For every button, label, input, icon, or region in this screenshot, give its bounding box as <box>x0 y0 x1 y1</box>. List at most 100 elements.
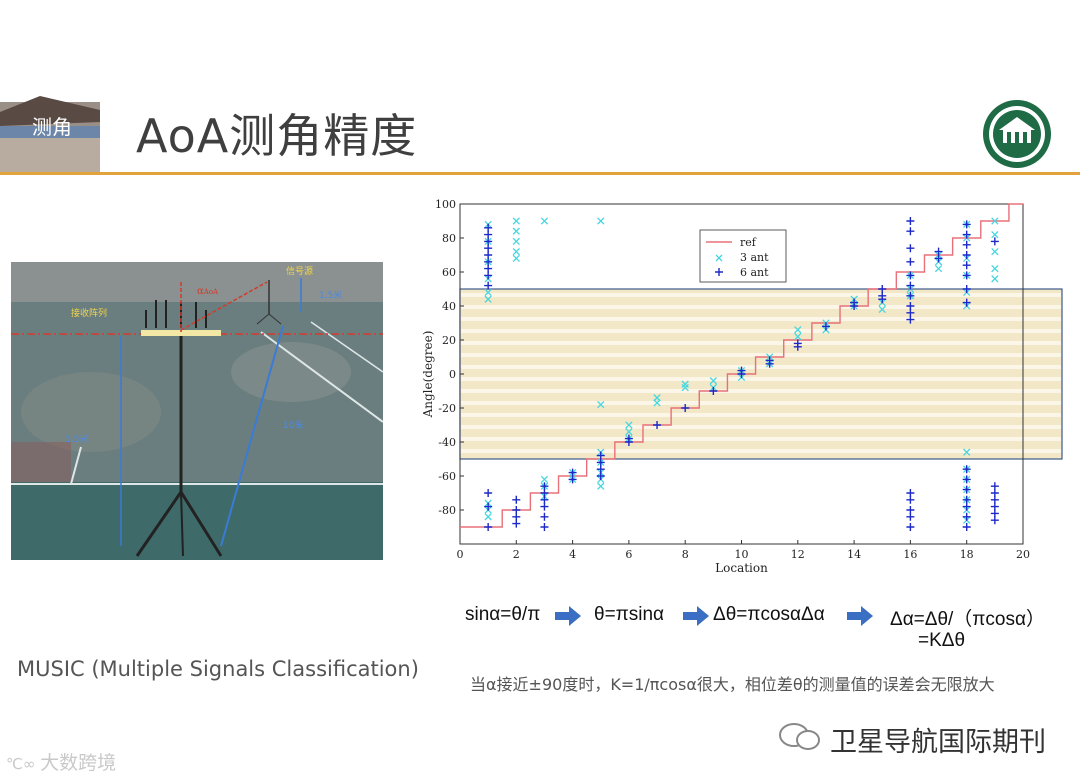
6ant-point <box>737 366 746 375</box>
6ant-point <box>906 302 915 310</box>
x-tick-label: 6 <box>625 548 632 561</box>
3ant-point <box>597 482 605 490</box>
6ant-point <box>990 509 999 518</box>
legend-box <box>699 229 787 283</box>
x-tick-label: 4 <box>569 548 576 561</box>
6ant-point <box>934 247 943 256</box>
6ant-point <box>906 495 915 504</box>
3ant-point <box>709 377 718 385</box>
y-tick-label: -40 <box>438 436 456 449</box>
6ant-point <box>540 512 549 521</box>
6ant-point <box>962 512 971 521</box>
3ant-point <box>540 217 549 225</box>
y-tick-label: 80 <box>442 232 456 245</box>
6ant-point <box>962 485 971 494</box>
3ant-point <box>794 326 802 334</box>
x-tick-label: 2 <box>513 548 520 561</box>
6ant-point <box>596 451 605 460</box>
6ant-point <box>484 223 493 232</box>
y-tick-label: 20 <box>442 334 456 347</box>
6ant-point <box>484 502 493 511</box>
y-tick-label: -20 <box>438 402 456 415</box>
6ant-point <box>540 502 549 511</box>
formula-3: Δθ=πcosαΔα <box>713 604 825 625</box>
6ant-point <box>540 523 549 531</box>
6ant-point <box>512 512 521 521</box>
3ant-point <box>512 227 520 235</box>
6ant-point <box>906 523 915 531</box>
watermark: ℃∞ 大数跨境 <box>6 752 117 774</box>
6ant-point <box>906 227 915 236</box>
wechat-account: 卫星导航国际期刊 <box>830 727 1046 758</box>
6ant-point <box>878 291 887 300</box>
6ant-point <box>484 237 493 246</box>
6ant-point <box>990 237 999 246</box>
6ant-point <box>568 468 577 477</box>
6ant-point <box>962 465 971 474</box>
6ant-point <box>906 308 915 317</box>
6ant-point <box>765 356 774 365</box>
highlight-band <box>461 289 1062 459</box>
6ant-point <box>484 251 493 259</box>
y-tick-label: 60 <box>442 266 456 279</box>
6ant-point <box>906 244 915 253</box>
photo-label-height-left: 1.5米 <box>65 433 88 445</box>
6ant-point <box>793 339 802 348</box>
experiment-photo: 信号源 接收阵列 αAoA 1.5米 1.5米 10米 <box>11 262 383 560</box>
formula-2: θ=πsinα <box>594 604 665 625</box>
6ant-point <box>512 495 521 504</box>
6ant-point <box>906 281 915 290</box>
legend-label: 3 ant <box>740 251 769 264</box>
6ant-point <box>540 495 549 504</box>
6ant-point <box>624 438 633 446</box>
6ant-point <box>962 240 971 249</box>
6ant-point <box>906 217 915 225</box>
error-note: 当α接近±90度时，K=1/πcosα很大，相位差θ的测量值的误差会无限放大 <box>470 675 995 694</box>
6ant-point <box>990 482 999 491</box>
3ant-point <box>540 475 549 484</box>
formula-4: Δα=Δθ/（πcosα） <box>890 609 1045 630</box>
3ant-point <box>512 237 520 246</box>
6ant-point <box>596 472 605 480</box>
3ant-point <box>681 383 689 392</box>
6ant-point <box>990 516 999 525</box>
x-tick-label: 10 <box>735 548 749 561</box>
6ant-point <box>484 523 493 531</box>
6ant-point <box>484 264 493 273</box>
6ant-point <box>962 271 971 280</box>
6ant-point <box>906 489 915 497</box>
3ant-point <box>991 264 999 273</box>
6ant-point <box>962 523 971 531</box>
x-tick-label: 0 <box>457 548 464 561</box>
6ant-point <box>484 257 493 266</box>
6ant-point <box>484 271 493 280</box>
6ant-point <box>540 489 549 497</box>
3ant-point <box>597 217 605 225</box>
3ant-point <box>484 288 492 297</box>
3ant-point <box>963 448 971 456</box>
y-tick-label: 0 <box>449 368 456 381</box>
x-tick-label: 16 <box>903 548 917 561</box>
legend-label: 6 ant <box>740 266 769 279</box>
6ant-point <box>962 502 971 511</box>
6ant-point <box>962 298 971 307</box>
3ant-point <box>512 247 520 256</box>
aoa-chart: 0 2 4 6 8 10 12 14 16 18 20 -80 -60 -40 -20 0 20 40 60 80 10… <box>410 192 1070 602</box>
6ant-point <box>568 475 577 484</box>
music-caption: MUSIC (Multiple Signals Classification) <box>17 657 419 681</box>
6ant-point <box>878 285 887 293</box>
ref-series-line <box>460 203 1023 528</box>
y-tick-label: 40 <box>442 300 456 313</box>
3ant-point <box>512 254 520 263</box>
header-image-text: 测角 <box>32 115 72 139</box>
6ant-point <box>512 506 521 514</box>
3ant-point <box>625 428 633 436</box>
6ant-point <box>709 387 718 395</box>
3ant-point <box>794 332 802 341</box>
photo-label-angle: αAoA <box>197 286 219 297</box>
6ant-point <box>484 489 493 497</box>
photo-label-array: 接收阵列 <box>71 307 107 319</box>
6ant-point <box>990 495 999 504</box>
6ant-point <box>850 298 859 307</box>
photo-label-distance: 10米 <box>283 419 303 431</box>
